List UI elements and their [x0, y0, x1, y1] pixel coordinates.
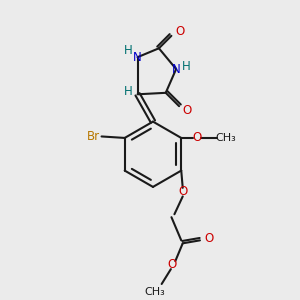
Text: O: O — [168, 258, 177, 271]
Text: Br: Br — [87, 130, 100, 143]
Text: H: H — [124, 85, 132, 98]
Text: H: H — [124, 44, 132, 57]
Text: N: N — [133, 51, 142, 64]
Text: O: O — [175, 25, 184, 38]
Text: CH₃: CH₃ — [215, 133, 236, 143]
Text: H: H — [182, 60, 190, 73]
Text: CH₃: CH₃ — [145, 287, 166, 297]
Text: O: O — [183, 104, 192, 117]
Text: O: O — [178, 185, 188, 199]
Text: N: N — [172, 63, 181, 76]
Text: O: O — [192, 131, 201, 144]
Text: O: O — [205, 232, 214, 245]
